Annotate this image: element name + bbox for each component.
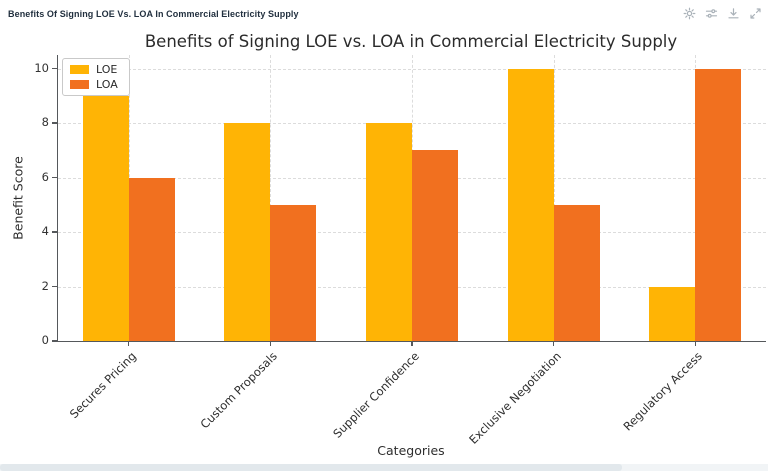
bar-loe-1 [224,123,271,341]
bar-loa-4 [695,68,742,341]
legend-label: LOA [96,78,118,91]
y-tick-label: 0 [41,333,49,347]
plot-area: Benefit Score 0 2 4 6 8 10 Secures Pricing Cust… [11,55,766,447]
y-tick-label: 10 [34,60,49,75]
horizontal-scrollbar-thumb[interactable] [0,464,622,471]
bar-loe-4 [649,286,696,341]
x-tick-mark [411,341,413,346]
bar-loa-3 [553,204,600,341]
legend: LOE LOA [62,58,130,96]
x-axis-label: Categories [377,443,445,458]
x-tick-mark [128,341,130,346]
bar-loa-1 [270,204,317,341]
chart-toolbar [682,6,763,21]
y-tick-mark [52,231,58,233]
y-tick-mark [52,285,58,288]
window-titlebar: Benefits Of Signing LOE Vs. LOA In Comme… [0,0,768,28]
window-title: Benefits Of Signing LOE Vs. LOA In Comme… [8,9,299,19]
bar-loe-3 [507,68,554,341]
legend-swatch-loe [70,65,89,74]
y-tick-mark [52,67,58,70]
bar-loe-2 [366,123,412,341]
legend-item-loa: LOA [70,79,118,90]
bar-loa-0 [128,177,175,341]
chart-title: Benefits of Signing LOE vs. LOA in Comme… [144,32,678,51]
download-icon[interactable] [726,6,741,21]
legend-item-loe: LOE [70,64,118,75]
expand-icon[interactable] [748,6,763,21]
gear-icon[interactable] [682,6,697,21]
y-tick-label: 4 [41,224,49,239]
y-tick-label: 6 [41,169,49,184]
bar-loe-0 [82,95,129,341]
x-gridline [553,55,555,341]
legend-swatch-loa [70,80,89,89]
x-tick-mark [552,341,555,346]
y-tick-mark [52,176,58,179]
bar-loa-2 [412,150,458,341]
sliders-icon[interactable] [704,6,719,21]
y-tick-label: 8 [41,115,49,130]
y-tick-mark [52,122,58,124]
horizontal-scrollbar[interactable] [0,464,768,471]
x-tick-mark [694,341,696,346]
x-gridline [270,55,272,341]
legend-label: LOE [96,63,118,76]
x-tick-mark [269,341,272,346]
y-tick-label: 2 [41,278,49,293]
y-tick-mark [52,340,58,342]
